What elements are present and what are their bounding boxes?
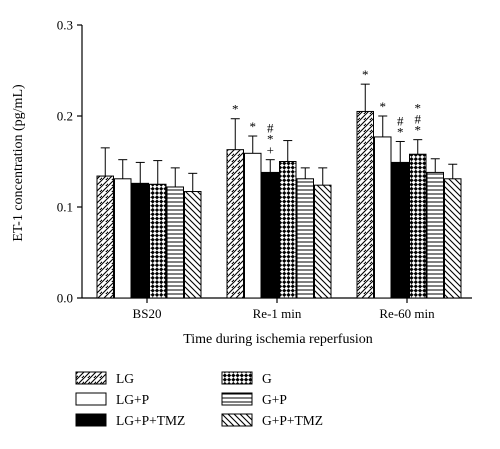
y-axis-label: ET-1 concentration (pg/mL) bbox=[11, 84, 26, 242]
significance-marker: * bbox=[397, 124, 404, 139]
significance-marker: + bbox=[267, 143, 274, 158]
legend-swatch bbox=[75, 413, 107, 427]
bar bbox=[356, 110, 374, 299]
significance-marker: * bbox=[267, 132, 274, 147]
significance-marker: * bbox=[415, 101, 422, 116]
bar bbox=[244, 152, 262, 299]
significance-marker: * bbox=[250, 119, 257, 134]
bar bbox=[131, 182, 149, 299]
significance-marker: # bbox=[267, 121, 274, 136]
significance-marker: * bbox=[415, 123, 422, 138]
bar bbox=[314, 184, 332, 299]
significance-marker: # bbox=[415, 112, 422, 127]
legend-label: G+P bbox=[262, 392, 287, 407]
significance-marker: * bbox=[232, 102, 239, 117]
x-tick-label: BS20 bbox=[133, 306, 162, 321]
bar bbox=[261, 171, 279, 299]
y-tick-label: 0.1 bbox=[57, 200, 73, 215]
bar bbox=[149, 183, 167, 299]
bar bbox=[184, 191, 202, 299]
legend: LG LG+P LG+P+TMZ G G+P G+P+TMZ bbox=[75, 371, 323, 428]
y-tick-label: 0.2 bbox=[57, 109, 73, 124]
legend-label: LG bbox=[116, 371, 134, 386]
bar bbox=[114, 178, 132, 299]
bar bbox=[96, 175, 114, 299]
bar bbox=[374, 136, 392, 299]
bar bbox=[279, 161, 297, 299]
bar bbox=[391, 161, 409, 299]
bar bbox=[226, 149, 244, 299]
bar bbox=[426, 171, 444, 299]
bar bbox=[296, 178, 314, 299]
legend-swatch bbox=[221, 392, 253, 406]
legend-swatch bbox=[221, 413, 253, 427]
x-tick-label: Re-60 min bbox=[379, 306, 435, 321]
legend-swatch bbox=[75, 392, 107, 406]
y-tick-label: 0.0 bbox=[57, 291, 73, 306]
significance-marker: * bbox=[362, 67, 369, 82]
significance-marker: * bbox=[380, 99, 387, 114]
bar bbox=[166, 186, 184, 299]
legend-label: LG+P+TMZ bbox=[116, 413, 185, 428]
x-axis-label: Time during ischemia reperfusion bbox=[183, 332, 373, 347]
legend-swatch bbox=[75, 371, 107, 385]
legend-label: G bbox=[262, 371, 272, 386]
legend-swatch bbox=[221, 371, 253, 385]
legend-label: G+P+TMZ bbox=[262, 413, 323, 428]
y-tick-label: 0.3 bbox=[57, 18, 73, 33]
significance-marker: # bbox=[397, 113, 404, 128]
legend-label: LG+P bbox=[116, 392, 149, 407]
bar bbox=[444, 178, 462, 299]
bar bbox=[409, 153, 427, 299]
x-tick-label: Re-1 min bbox=[253, 306, 302, 321]
